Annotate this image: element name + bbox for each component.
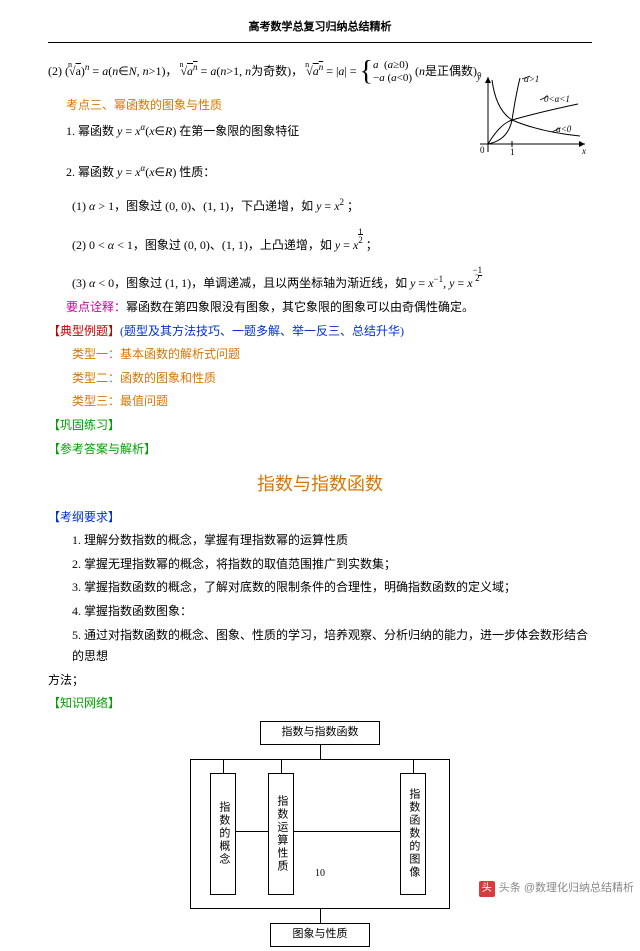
diagram-bottom: 图象与性质 [270,923,370,947]
watermark: 头 头条 @数理化归纳总结精析 [479,879,634,899]
page-header: 高考数学总复习归纳总结精析 [48,18,592,43]
knowledge-diagram: 指数与指数函数 指数的概念 指数运算性质 指数函数的图像 图象与性质 [150,721,490,951]
svg-text:0<α<1: 0<α<1 [544,94,570,104]
kgyq-l5a: 5. 通过对指数函数的概念、图象、性质的学习，培养观察、分析归纳的能力，进一步体… [48,625,592,668]
eq2-prefix: (2) [48,64,62,78]
kgyq-l2: 2. 掌握无理指数幂的概念，将指数的取值范围推广到实数集； [48,554,592,576]
kgyq-l5b: 方法； [48,670,592,692]
dx-title: 【典型例题】 [48,324,120,338]
svg-text:0: 0 [480,145,485,155]
svg-text:x: x [581,146,586,156]
svg-text:y: y [476,74,481,82]
kgyq-l1: 1. 理解分数指数的概念，掌握有理指数幂的运算性质 [48,530,592,552]
kgyq-l4: 4. 掌握指数函数图象： [48,601,592,623]
svg-text:1: 1 [510,147,515,157]
power-function-graph: y x 0 1 α>1 0<α<1 α<0 [470,74,590,159]
dx-t1: 类型一：基本函数的解析式问题 [48,344,592,366]
dx-t2: 类型二：函数的图象和性质 [48,368,592,390]
yd-text: 幂函数在第四象限没有图象，其它象限的图象可以由奇偶性确定。 [126,300,474,314]
kd3-i3: (3) α < 0，图象过 (1, 1)，单调递减，且以两坐标轴为渐近线，如 y… [48,266,592,295]
kgyq-l3: 3. 掌握指数函数的概念，了解对底数的限制条件的合理性，明确指数函数的定义域； [48,577,592,599]
dx-t3: 类型三：最值问题 [48,391,592,413]
dx-sub: (题型及其方法技巧、一题多解、举一反三、总结升华) [120,324,404,338]
watermark-text: 头条 @数理化归纳总结精析 [499,879,634,899]
zswl: 【知识网络】 [48,693,592,715]
diagram-top: 指数与指数函数 [260,721,380,745]
yd-line: 要点诠释：幂函数在第四象限没有图象，其它象限的图象可以由奇偶性确定。 [48,297,592,319]
kd3-i1: (1) α > 1，图象过 (0, 0)、(1, 1)，下凸递增，如 y = x… [48,194,592,218]
dx-title-line: 【典型例题】(题型及其方法技巧、一题多解、举一反三、总结升华) [48,321,592,343]
kd3-i2: (2) 0 < α < 1，图象过 (0, 0)、(1, 1)，上凸递增，如 y… [48,228,592,257]
gglx: 【巩固练习】 [48,415,592,437]
svg-text:α>1: α>1 [524,74,539,84]
kd3-l2: 2. 幂函数 y = xα(x∈R) 性质： [48,160,592,184]
chapter-title: 指数与指数函数 [48,468,592,500]
watermark-icon: 头 [479,881,495,897]
yd-label: 要点诠释： [66,300,126,314]
kgyq-title: 【考纲要求】 [48,507,592,529]
ckda: 【参考答案与解析】 [48,439,592,461]
